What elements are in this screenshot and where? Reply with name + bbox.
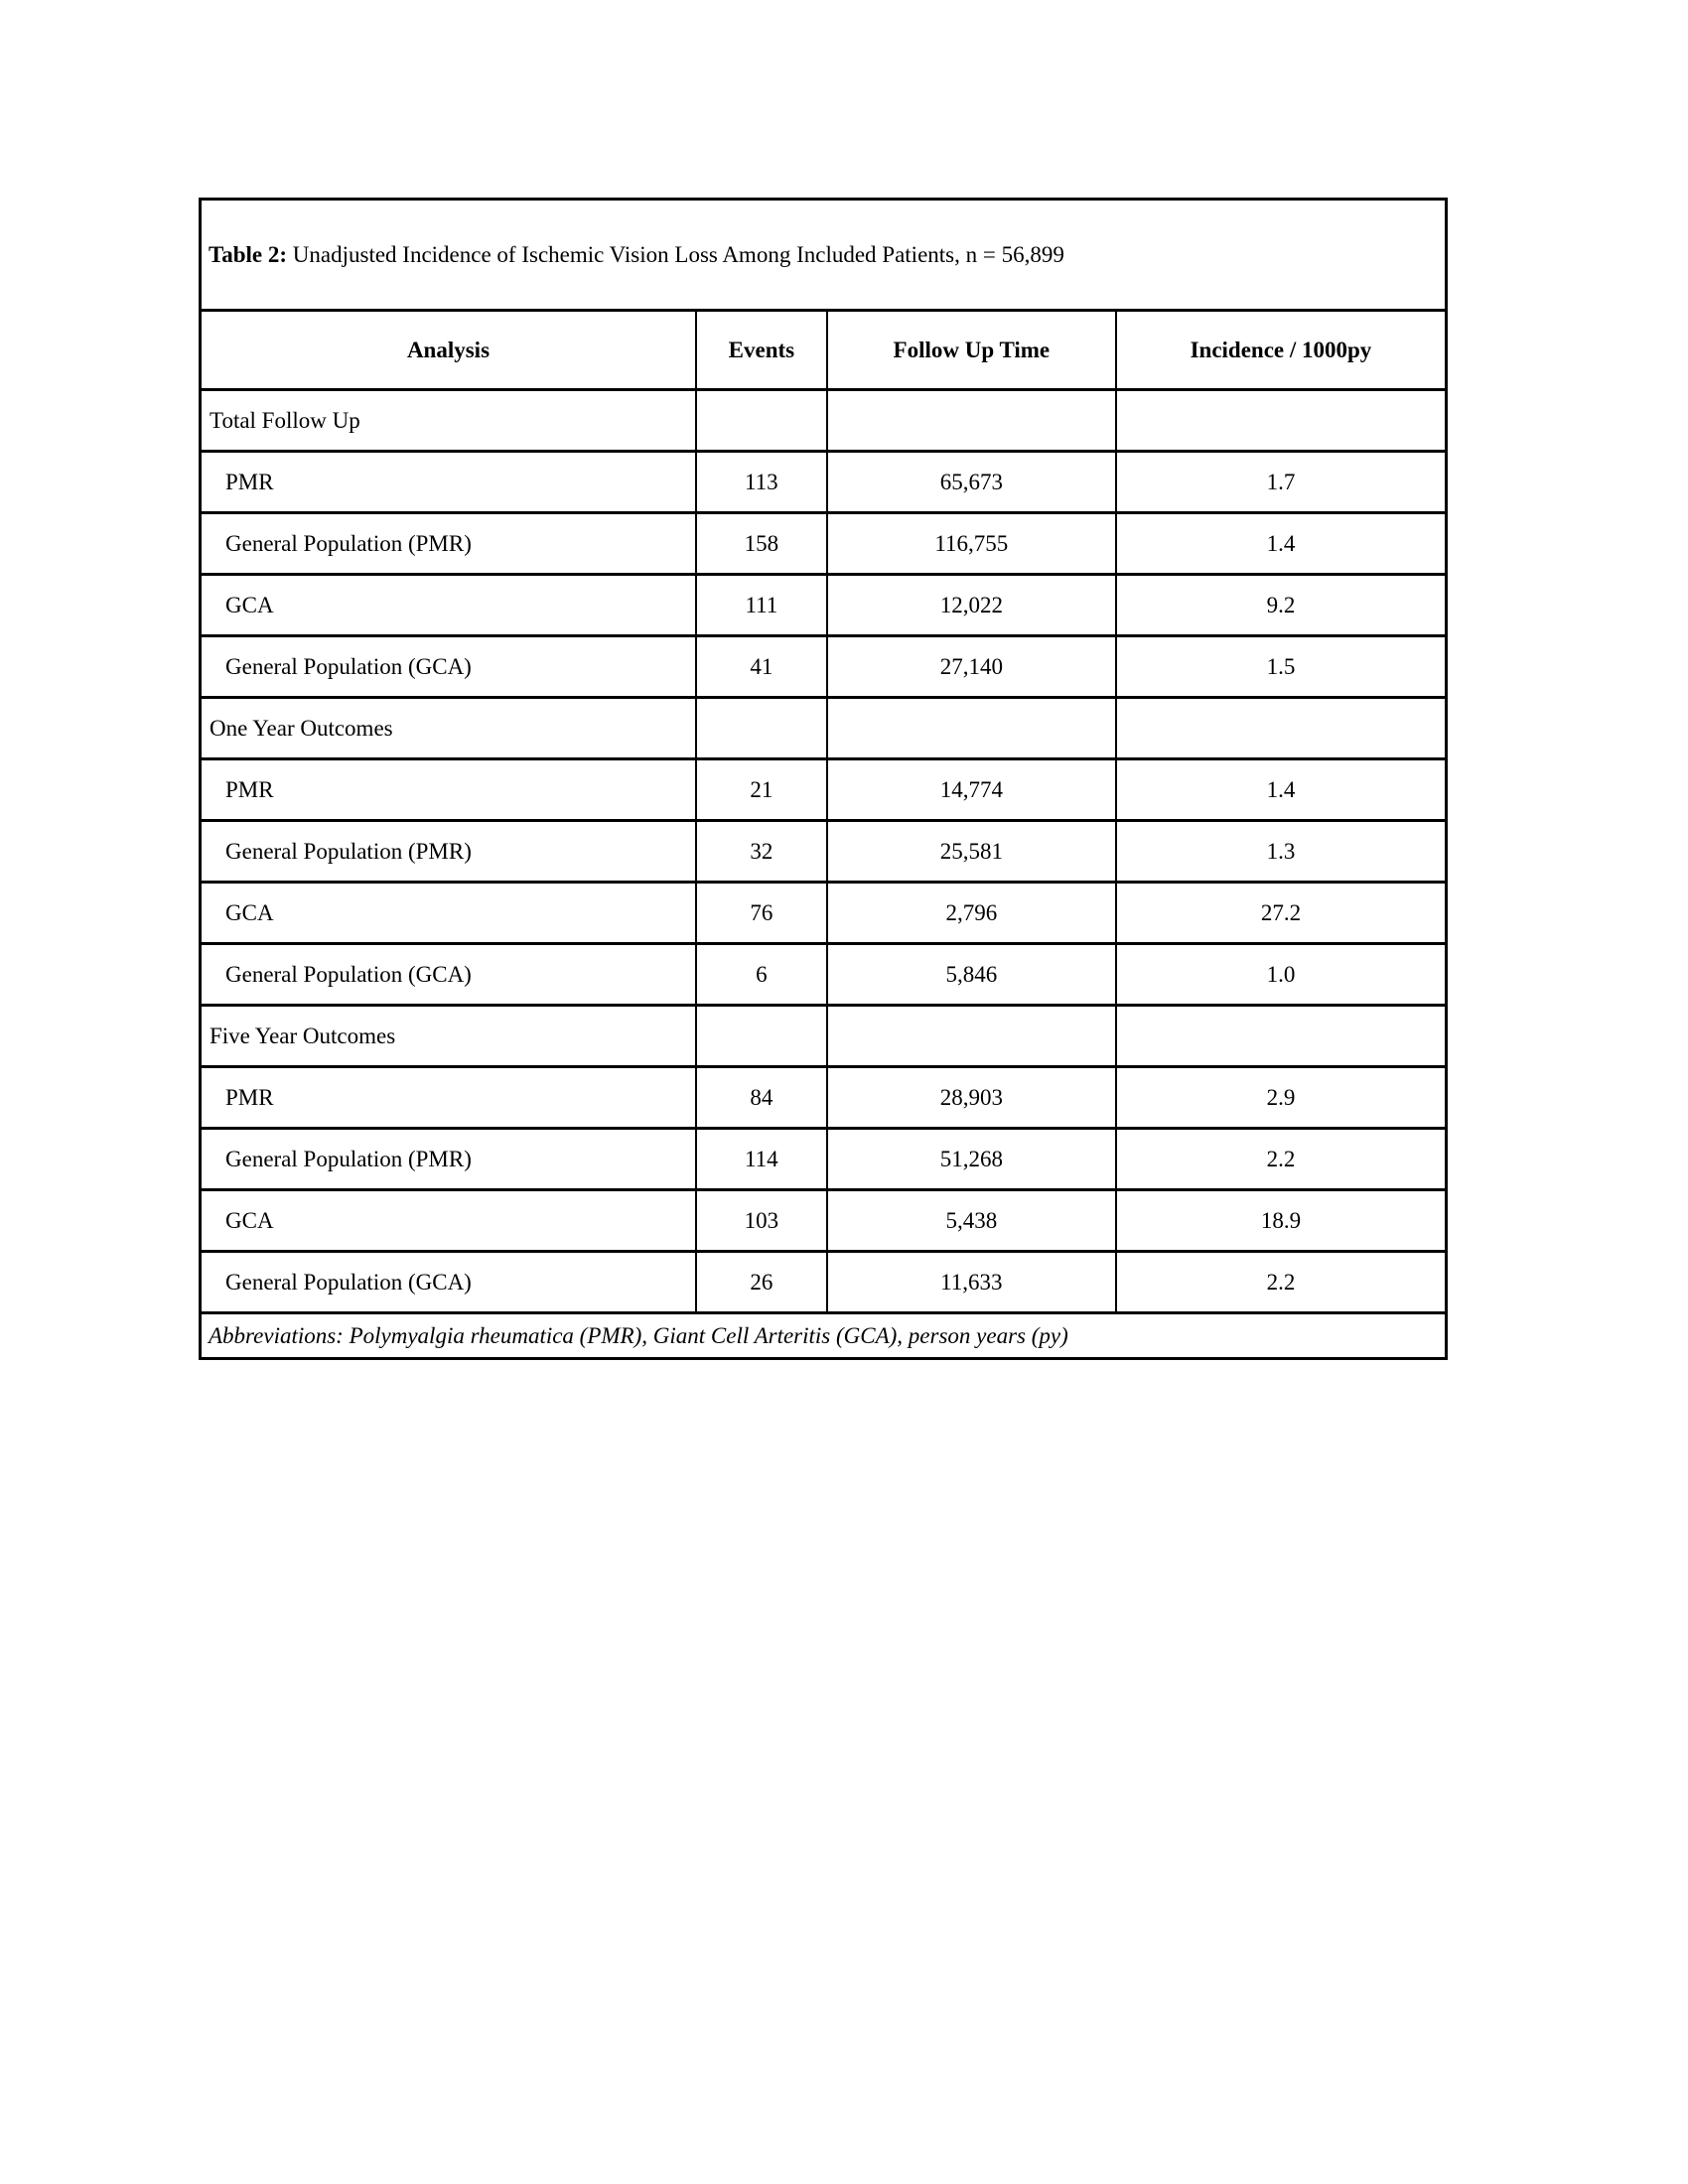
cell-follow-up-time: 14,774 [825,757,1117,822]
empty-cell [1114,696,1448,760]
cell-events: 111 [694,573,828,637]
table-row: GCA 103 5,438 18.9 [199,1188,1448,1253]
cell-events: 26 [694,1250,828,1314]
cell-analysis: GCA [199,573,697,637]
cell-events: 103 [694,1188,828,1253]
cell-events: 114 [694,1127,828,1191]
footnote-row: Abbreviations: Polymyalgia rheumatica (P… [199,1311,1448,1360]
section-row-one-year-outcomes: One Year Outcomes [199,696,1448,760]
cell-events: 6 [694,942,828,1007]
cell-events: 41 [694,634,828,699]
empty-cell [694,696,828,760]
empty-cell [694,1004,828,1068]
table-row: PMR 113 65,673 1.7 [199,450,1448,514]
cell-analysis: General Population (GCA) [199,942,697,1007]
section-row-five-year-outcomes: Five Year Outcomes [199,1004,1448,1068]
cell-incidence: 1.4 [1114,757,1448,822]
cell-analysis: PMR [199,450,697,514]
cell-follow-up-time: 27,140 [825,634,1117,699]
table-row: General Population (GCA) 6 5,846 1.0 [199,942,1448,1007]
cell-events: 158 [694,511,828,576]
cell-incidence: 2.9 [1114,1065,1448,1130]
table-row: GCA 111 12,022 9.2 [199,573,1448,637]
table-row: PMR 21 14,774 1.4 [199,757,1448,822]
cell-incidence: 1.5 [1114,634,1448,699]
col-header-follow-up-time: Follow Up Time [825,309,1117,391]
table-row: General Population (GCA) 41 27,140 1.5 [199,634,1448,699]
cell-analysis: General Population (PMR) [199,1127,697,1191]
empty-cell [694,388,828,453]
cell-analysis: PMR [199,1065,697,1130]
cell-incidence: 2.2 [1114,1250,1448,1314]
table-title-text: Unadjusted Incidence of Ischemic Vision … [287,241,1064,267]
empty-cell [825,1004,1117,1068]
cell-analysis: PMR [199,757,697,822]
cell-incidence: 1.4 [1114,511,1448,576]
cell-incidence: 1.0 [1114,942,1448,1007]
table-row: General Population (GCA) 26 11,633 2.2 [199,1250,1448,1314]
section-label: Total Follow Up [199,388,697,453]
cell-incidence: 18.9 [1114,1188,1448,1253]
cell-events: 76 [694,881,828,945]
cell-incidence: 27.2 [1114,881,1448,945]
column-header-row: Analysis Events Follow Up Time Incidence… [199,309,1448,391]
col-header-events: Events [694,309,828,391]
section-row-total-follow-up: Total Follow Up [199,388,1448,453]
cell-analysis: General Population (GCA) [199,634,697,699]
incidence-table: Table 2: Unadjusted Incidence of Ischemi… [199,198,1448,1360]
cell-events: 113 [694,450,828,514]
cell-follow-up-time: 65,673 [825,450,1117,514]
table-title-label: Table 2: [209,241,288,267]
cell-analysis: GCA [199,1188,697,1253]
table-title: Table 2: Unadjusted Incidence of Ischemi… [199,198,1448,312]
table-row: General Population (PMR) 158 116,755 1.4 [199,511,1448,576]
empty-cell [1114,388,1448,453]
table-row: GCA 76 2,796 27.2 [199,881,1448,945]
cell-follow-up-time: 25,581 [825,819,1117,884]
section-label: One Year Outcomes [199,696,697,760]
cell-analysis: General Population (GCA) [199,1250,697,1314]
table-row: General Population (PMR) 32 25,581 1.3 [199,819,1448,884]
cell-analysis: General Population (PMR) [199,511,697,576]
abbreviations-note: Abbreviations: Polymyalgia rheumatica (P… [199,1311,1448,1360]
cell-incidence: 9.2 [1114,573,1448,637]
cell-follow-up-time: 5,846 [825,942,1117,1007]
empty-cell [1114,1004,1448,1068]
cell-follow-up-time: 11,633 [825,1250,1117,1314]
empty-cell [825,388,1117,453]
cell-follow-up-time: 116,755 [825,511,1117,576]
col-header-analysis: Analysis [199,309,697,391]
empty-cell [825,696,1117,760]
col-header-incidence: Incidence / 1000py [1114,309,1448,391]
cell-incidence: 2.2 [1114,1127,1448,1191]
cell-events: 21 [694,757,828,822]
cell-follow-up-time: 2,796 [825,881,1117,945]
section-label: Five Year Outcomes [199,1004,697,1068]
table-row: General Population (PMR) 114 51,268 2.2 [199,1127,1448,1191]
cell-follow-up-time: 51,268 [825,1127,1117,1191]
cell-events: 84 [694,1065,828,1130]
cell-events: 32 [694,819,828,884]
cell-incidence: 1.7 [1114,450,1448,514]
cell-analysis: GCA [199,881,697,945]
table-row: PMR 84 28,903 2.9 [199,1065,1448,1130]
cell-incidence: 1.3 [1114,819,1448,884]
cell-follow-up-time: 5,438 [825,1188,1117,1253]
cell-analysis: General Population (PMR) [199,819,697,884]
cell-follow-up-time: 12,022 [825,573,1117,637]
cell-follow-up-time: 28,903 [825,1065,1117,1130]
table-title-row: Table 2: Unadjusted Incidence of Ischemi… [199,198,1448,312]
